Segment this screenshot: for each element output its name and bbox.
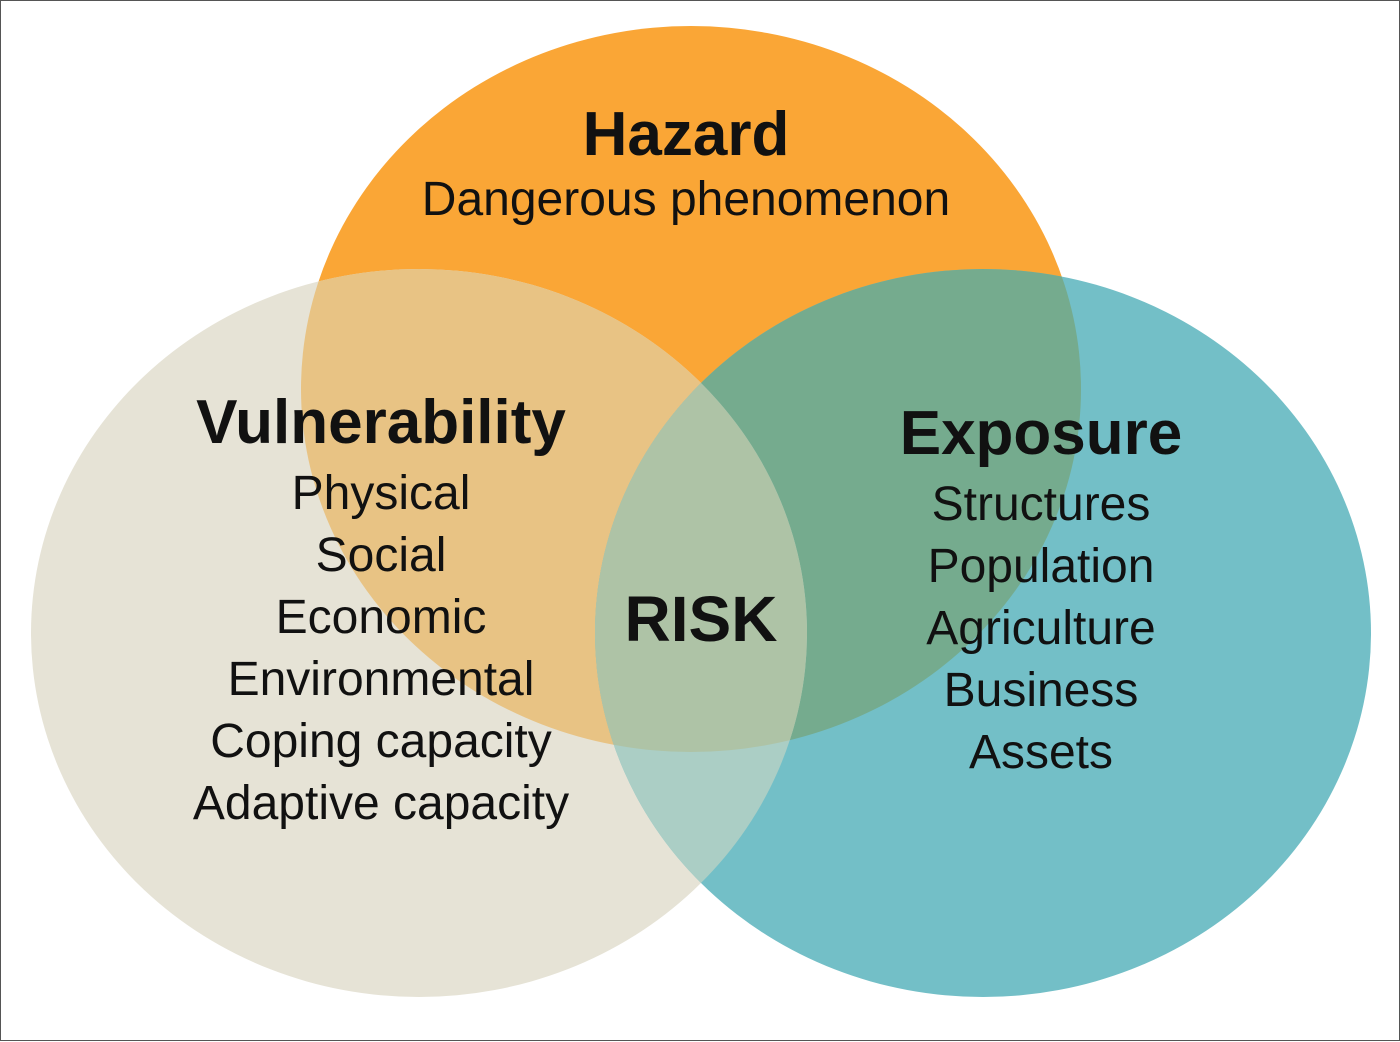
hazard-title: Hazard (582, 100, 790, 169)
exposure-title: Exposure (899, 399, 1183, 468)
vulnerability-item: Adaptive capacity (192, 777, 570, 830)
vulnerability-item: Physical (291, 467, 471, 520)
risk-label: RISK (624, 583, 778, 655)
exposure-label-group: Exposure Structures Population Agricultu… (851, 394, 1231, 784)
exposure-item: Agriculture (926, 602, 1156, 655)
vulnerability-title: Vulnerability (196, 388, 566, 457)
hazard-vulnerability-overlap (301, 269, 807, 752)
vulnerability-item: Coping capacity (210, 715, 552, 768)
hazard-subtitle: Dangerous phenomenon (421, 173, 951, 226)
hazard-label-group: Hazard Dangerous phenomenon (386, 101, 986, 231)
vulnerability-item: Social (315, 529, 447, 582)
vulnerability-label-group: Vulnerability Physical Social Economic E… (131, 383, 631, 835)
exposure-item: Population (927, 540, 1155, 593)
exposure-item: Business (943, 664, 1139, 717)
vulnerability-item: Economic (275, 591, 487, 644)
exposure-item: Assets (968, 726, 1114, 779)
vulnerability-item: Environmental (227, 653, 535, 706)
exposure-item: Structures (931, 478, 1151, 531)
